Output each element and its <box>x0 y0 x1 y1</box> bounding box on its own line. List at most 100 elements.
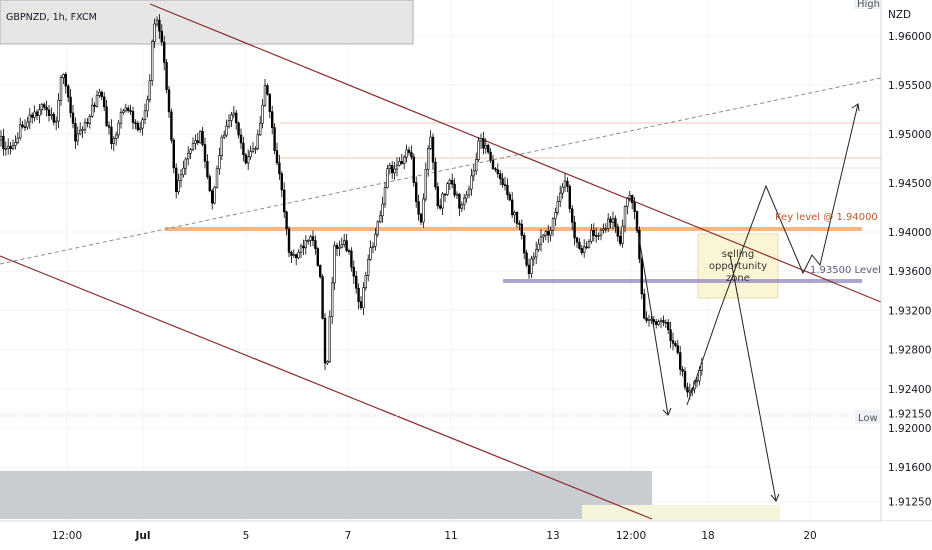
candle-body <box>254 148 257 150</box>
candle-body <box>270 111 274 128</box>
candle-body <box>352 266 355 277</box>
candle-body <box>282 189 286 213</box>
candle-body <box>602 228 605 231</box>
candle-body <box>568 186 572 210</box>
candle-body <box>326 361 329 364</box>
candle-body <box>235 112 238 124</box>
price-tick-label: 1.92800 <box>888 345 931 357</box>
projection-path-1 <box>636 224 669 416</box>
candle-body <box>323 318 327 364</box>
candle-body <box>611 218 615 223</box>
candle-body <box>525 252 528 266</box>
candle-body <box>62 74 65 78</box>
candle-body <box>242 142 245 156</box>
candle-body <box>165 62 168 90</box>
candle-body <box>127 107 130 111</box>
candle-body <box>666 321 670 330</box>
candle-body <box>211 190 214 204</box>
candle-body <box>366 259 370 276</box>
candle-body <box>522 235 526 254</box>
candle-body <box>59 77 63 101</box>
time-axis-ticks: 12:00 Jul 5 7 11 13 12:00 18 20 <box>52 530 817 542</box>
candle-body <box>105 106 108 126</box>
price-tick-label: 1.95500 <box>888 80 931 92</box>
candle-body <box>659 320 663 323</box>
candle-body <box>489 151 492 161</box>
candle-body <box>83 122 87 130</box>
candle-body <box>16 137 19 143</box>
upper-channel-line <box>149 3 882 303</box>
price-tick-label: 1.93600 <box>888 266 931 278</box>
candle-body <box>592 229 596 236</box>
candle-body <box>57 100 60 122</box>
candle-body <box>654 321 658 325</box>
candle-body <box>477 140 480 160</box>
price-tick-label: 1.91250 <box>888 497 931 509</box>
candle-body <box>110 126 113 144</box>
top-shade-zone <box>0 0 414 45</box>
candle-body <box>443 193 447 196</box>
candle-body <box>642 293 646 319</box>
candle-body <box>172 139 175 169</box>
candle-body <box>674 343 677 346</box>
candle-body <box>50 113 53 116</box>
candle-body <box>494 168 497 171</box>
candle-body <box>376 221 379 235</box>
candle-body <box>321 276 324 319</box>
candle-body <box>261 104 264 124</box>
candle-body <box>496 169 499 175</box>
candle-body <box>237 122 240 136</box>
candle-body <box>213 186 216 204</box>
candle-body <box>585 246 588 249</box>
candle-body <box>79 129 82 135</box>
candle-body <box>33 111 36 118</box>
candle-body <box>472 170 475 177</box>
candle-body <box>554 212 557 220</box>
candle-body <box>2 135 5 150</box>
candle-body <box>316 248 319 266</box>
candle-body <box>422 198 425 223</box>
price-tick-label: 1.92000 <box>888 423 931 435</box>
candle-body <box>187 152 190 160</box>
time-tick-label: 13 <box>546 530 559 542</box>
candle-body <box>244 154 247 164</box>
candle-body <box>347 250 351 252</box>
candle-body <box>64 74 68 87</box>
time-axis-bg[interactable] <box>0 521 932 550</box>
candle-body <box>441 193 444 209</box>
candle-body <box>76 133 80 142</box>
price-tick-label: 1.92400 <box>888 384 931 396</box>
candle-body <box>285 211 288 230</box>
candle-body <box>47 109 51 116</box>
candle-body <box>662 320 665 323</box>
candle-body <box>417 201 420 215</box>
candle-body <box>378 215 382 223</box>
candle-body <box>223 134 226 138</box>
candle-body <box>330 282 334 318</box>
candle-body <box>306 240 310 242</box>
candle-body <box>664 321 668 324</box>
candle-body <box>100 91 104 98</box>
candle-body <box>266 85 269 95</box>
candle-body <box>534 249 538 258</box>
candle-body <box>573 221 576 239</box>
candle-body <box>597 234 600 237</box>
candle-body <box>402 156 406 164</box>
candle-body <box>175 167 178 193</box>
candle-body <box>182 167 185 176</box>
candle-body <box>232 112 235 116</box>
candle-body <box>393 168 396 174</box>
candle-body <box>297 252 300 259</box>
price-axis-bg[interactable] <box>881 0 932 521</box>
candle-body <box>671 340 675 344</box>
candle-body <box>570 208 574 223</box>
candles-group <box>0 14 704 400</box>
candle-body <box>9 145 12 149</box>
time-tick-label: 5 <box>243 530 250 542</box>
candle-body <box>167 89 171 113</box>
candle-body <box>470 175 473 190</box>
candle-body <box>410 152 413 158</box>
level-2-label: 1.93500 Level <box>810 265 881 276</box>
candle-body <box>160 30 163 43</box>
